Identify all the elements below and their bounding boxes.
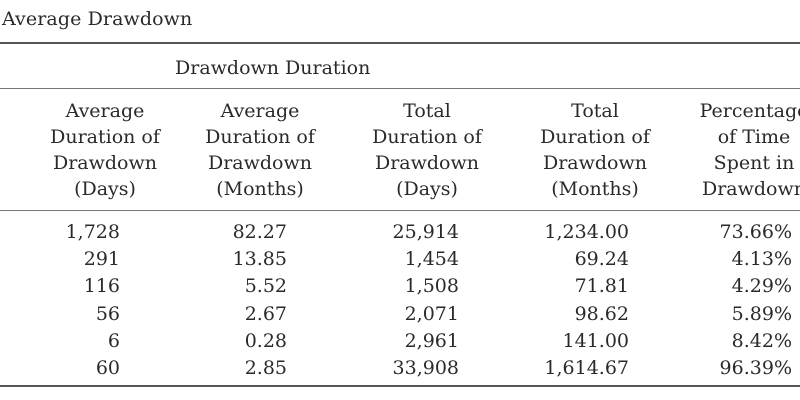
cell-avg-days: 6	[107, 329, 120, 352]
cell-percentage: 5.89%	[731, 302, 792, 325]
header-line: Total	[571, 100, 619, 122]
cell-percentage: 96.39%	[719, 356, 792, 379]
cell-total-days: 2,071	[404, 302, 459, 325]
top-rule	[0, 42, 800, 44]
cell-avg-months: 2.85	[244, 356, 287, 379]
header-line: of Time	[717, 126, 791, 148]
header-line: (Months)	[551, 178, 639, 200]
group-rule	[0, 88, 800, 89]
header-line: Average	[65, 100, 145, 122]
cell-avg-days: 291	[83, 248, 120, 271]
header-line: Duration of	[540, 126, 650, 148]
group-heading: Drawdown Duration	[175, 57, 371, 79]
header-rule	[0, 210, 800, 211]
table-row: 60 2.85 33,908 1,614.67 96.39%	[0, 355, 800, 382]
table-caption: s Average Drawdown	[0, 8, 193, 30]
table-row: 56 2.67 2,071 98.62 5.89%	[0, 301, 800, 328]
cell-avg-days: 60	[95, 356, 120, 379]
header-line: Average	[220, 100, 300, 122]
header-line: Percentage	[699, 100, 800, 122]
cell-avg-days: 1,728	[65, 221, 120, 243]
header-line: Drawdown	[542, 152, 647, 174]
cell-avg-months: 5.52	[244, 275, 287, 298]
table-body: 1,728 82.27 25,914 1,234.00 73.66% 291 1…	[0, 219, 800, 382]
cell-total-months: 71.81	[574, 275, 629, 298]
cell-avg-months: 0.28	[244, 329, 287, 352]
cell-total-days: 1,508	[404, 275, 459, 298]
header-line: Total	[403, 100, 451, 122]
cell-total-months: 98.62	[574, 302, 629, 325]
cell-avg-days: 116	[83, 275, 120, 298]
header-line: Duration of	[372, 126, 482, 148]
cell-avg-days: 56	[95, 302, 120, 325]
table-row: 116 5.52 1,508 71.81 4.29%	[0, 273, 800, 300]
header-line: Duration of	[205, 126, 315, 148]
header-line: (Days)	[396, 178, 458, 200]
header-line: Spent in	[713, 152, 795, 174]
table-row: 1,728 82.27 25,914 1,234.00 73.66%	[0, 219, 800, 246]
cell-total-days: 1,454	[404, 248, 459, 271]
table-row: 291 13.85 1,454 69.24 4.13%	[0, 246, 800, 273]
header-line: Drawdown	[374, 152, 479, 174]
header-line: Drawdown	[701, 178, 800, 200]
cell-percentage: 73.66%	[719, 221, 792, 243]
header-line: Duration of	[50, 126, 160, 148]
table-row: 6 0.28 2,961 141.00 8.42%	[0, 328, 800, 355]
cell-percentage: 8.42%	[731, 329, 792, 352]
cell-total-days: 2,961	[404, 329, 459, 352]
cell-total-months: 1,614.67	[544, 356, 629, 379]
cell-total-days: 25,914	[392, 221, 459, 243]
cell-total-months: 141.00	[562, 329, 629, 352]
column-header-total-days: Total Duration of Drawdown (Days)	[357, 98, 497, 202]
cell-avg-months: 13.85	[232, 248, 287, 271]
header-line: (Months)	[216, 178, 304, 200]
cell-percentage: 4.13%	[731, 248, 792, 271]
cell-total-months: 1,234.00	[544, 221, 629, 243]
cell-total-days: 33,908	[392, 356, 459, 379]
header-line: Drawdown	[52, 152, 157, 174]
cell-avg-months: 82.27	[232, 221, 287, 243]
header-line: (Days)	[74, 178, 136, 200]
column-header-percentage: Percentage of Time Spent in Drawdown	[694, 98, 800, 202]
column-header-total-months: Total Duration of Drawdown (Months)	[525, 98, 665, 202]
column-header-avg-months: Average Duration of Drawdown (Months)	[190, 98, 330, 202]
cell-avg-months: 2.67	[244, 302, 287, 325]
header-line: Drawdown	[207, 152, 312, 174]
bottom-rule	[0, 385, 800, 387]
cell-total-months: 69.24	[574, 248, 629, 271]
cell-percentage: 4.29%	[731, 275, 792, 298]
column-header-avg-days: Average Duration of Drawdown (Days)	[35, 98, 175, 202]
